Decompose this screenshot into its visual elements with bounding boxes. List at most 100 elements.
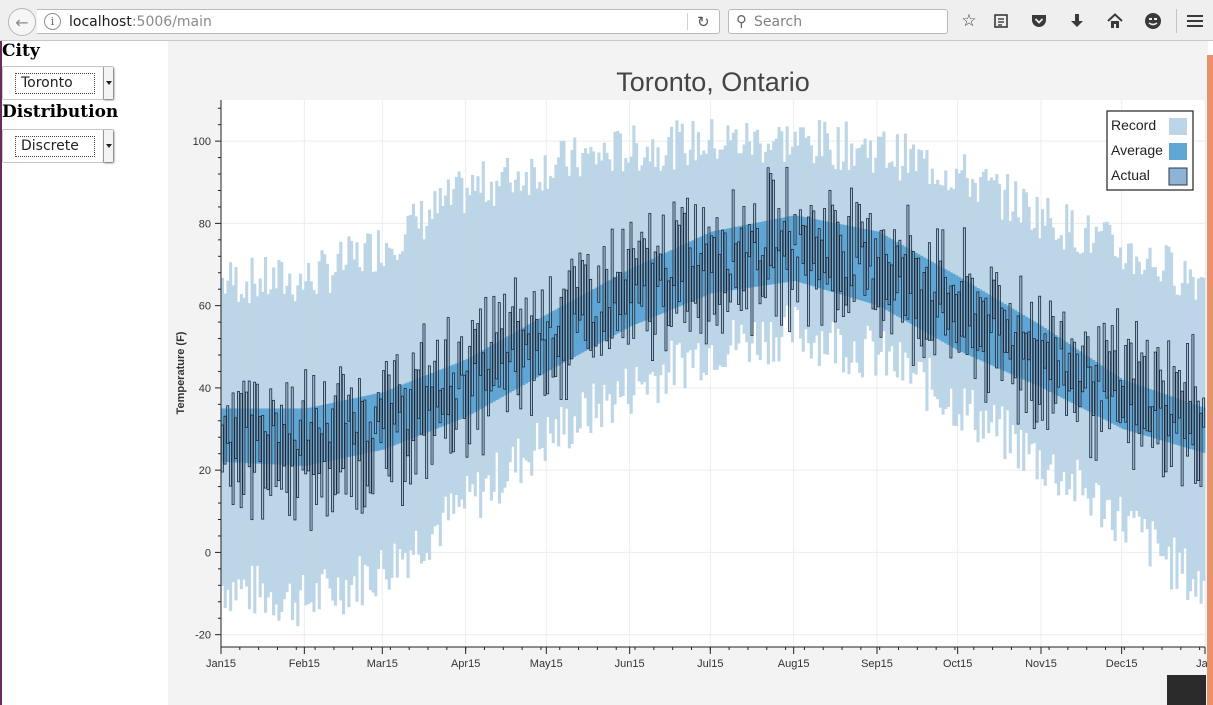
actual-bar (392, 360, 396, 425)
url-bar[interactable]: i localhost:5006/main ↻ (37, 9, 720, 34)
actual-bar (973, 313, 977, 379)
actual-bar (223, 415, 227, 465)
distribution-select[interactable]: Discrete (2, 129, 114, 163)
actual-bar (226, 405, 230, 444)
actual-bar (277, 442, 281, 481)
actual-bar (301, 400, 305, 471)
y-tick-label: 20 (199, 465, 211, 477)
record-bar (554, 164, 558, 420)
info-icon[interactable]: i (44, 13, 61, 30)
actual-bar (731, 189, 735, 262)
average-bar (1059, 338, 1063, 398)
reload-icon[interactable]: ↻ (697, 13, 710, 31)
actual-bar (965, 276, 969, 355)
chevron-down-icon[interactable] (103, 130, 113, 162)
record-bar (562, 140, 566, 435)
average-bar (825, 221, 830, 291)
actual-bar (522, 329, 525, 368)
record-bar (624, 158, 628, 369)
bookmark-star-icon[interactable]: ☆ (961, 11, 977, 31)
menu-icon[interactable] (1184, 10, 1206, 32)
actual-bar (686, 197, 689, 312)
actual-bar (1113, 350, 1117, 391)
actual-bar (839, 234, 843, 292)
back-arrow-icon[interactable]: ← (8, 8, 36, 36)
url-divider (687, 13, 688, 30)
average-bar (898, 243, 902, 318)
actual-bar (790, 248, 794, 290)
actual-bar (1169, 414, 1173, 467)
search-bar[interactable]: ⚲ Search (728, 9, 948, 34)
actual-bar (796, 256, 800, 303)
actual-bar (465, 370, 469, 458)
y-tick-label: 60 (199, 301, 211, 313)
actual-bar (1032, 338, 1036, 430)
average-bar (328, 403, 332, 461)
average-bar (1097, 363, 1101, 417)
legend-swatch-actual (1168, 167, 1188, 186)
download-icon[interactable] (1066, 10, 1088, 32)
smiley-icon[interactable] (1142, 10, 1164, 32)
actual-bar (874, 238, 878, 311)
actual-bar (793, 214, 797, 246)
reading-list-icon[interactable] (990, 10, 1012, 32)
actual-bar (487, 368, 490, 417)
actual-bar (513, 277, 517, 373)
actual-bar (952, 284, 956, 323)
actual-bar (1081, 345, 1085, 393)
actual-bar (535, 319, 539, 351)
actual-bar (855, 202, 859, 258)
x-tick-label: Jun15 (615, 658, 645, 670)
actual-bar (788, 231, 792, 333)
actual-bar (1145, 339, 1149, 432)
actual-bar (532, 291, 536, 381)
actual-bar (228, 441, 232, 487)
average-bar (1065, 342, 1069, 401)
bars (220, 119, 1206, 627)
actual-bar (984, 297, 988, 403)
actual-bar (610, 228, 614, 339)
average-bar (293, 408, 297, 466)
average-bar (790, 215, 795, 282)
city-select[interactable]: Toronto (2, 66, 114, 100)
actual-bar (460, 336, 464, 376)
actual-bar (409, 389, 412, 485)
scrollbar-accent[interactable] (1207, 55, 1213, 705)
url-text[interactable]: localhost:5006/main (69, 14, 212, 30)
url-host: localhost (69, 14, 132, 30)
actual-bar (239, 393, 243, 509)
actual-bar (981, 300, 985, 352)
y-tick-label: -20 (195, 630, 211, 642)
pocket-icon[interactable] (1028, 10, 1050, 32)
chevron-down-icon[interactable] (103, 67, 113, 99)
home-icon[interactable] (1104, 10, 1126, 32)
average-bar (272, 408, 276, 465)
browser-toolbar: ← i localhost:5006/main ↻ ⚲ Search ☆ (0, 0, 1213, 41)
x-tick-label: Apr15 (451, 658, 480, 670)
actual-bar (962, 227, 966, 338)
record-bar (454, 176, 458, 496)
actual-bar (280, 404, 283, 490)
actual-bar (833, 210, 837, 323)
actual-bar (884, 253, 888, 300)
actual-bar (551, 337, 555, 378)
actual-bar (1180, 390, 1184, 487)
actual-bar (591, 322, 595, 358)
actual-bar (968, 273, 972, 327)
actual-bar (325, 422, 329, 517)
actual-bar (476, 323, 480, 430)
actual-bar (1016, 315, 1020, 425)
actual-bar (707, 226, 711, 322)
actual-bar (1078, 381, 1082, 408)
temperature-chart[interactable]: -20 0 20 40 60 80 100 Jan15 Feb15 Mar15 Apr15 May15… (168, 41, 1208, 705)
actual-bar (989, 266, 993, 333)
search-icon: ⚲ (736, 12, 747, 30)
average-bar (726, 228, 730, 291)
actual-bar (1186, 343, 1189, 457)
actual-bar (462, 374, 466, 419)
actual-bar (742, 206, 746, 292)
legend-label-actual: Actual (1111, 167, 1150, 183)
search-input[interactable]: Search (754, 14, 803, 30)
record-bar (495, 180, 499, 453)
actual-bar (1164, 405, 1168, 473)
